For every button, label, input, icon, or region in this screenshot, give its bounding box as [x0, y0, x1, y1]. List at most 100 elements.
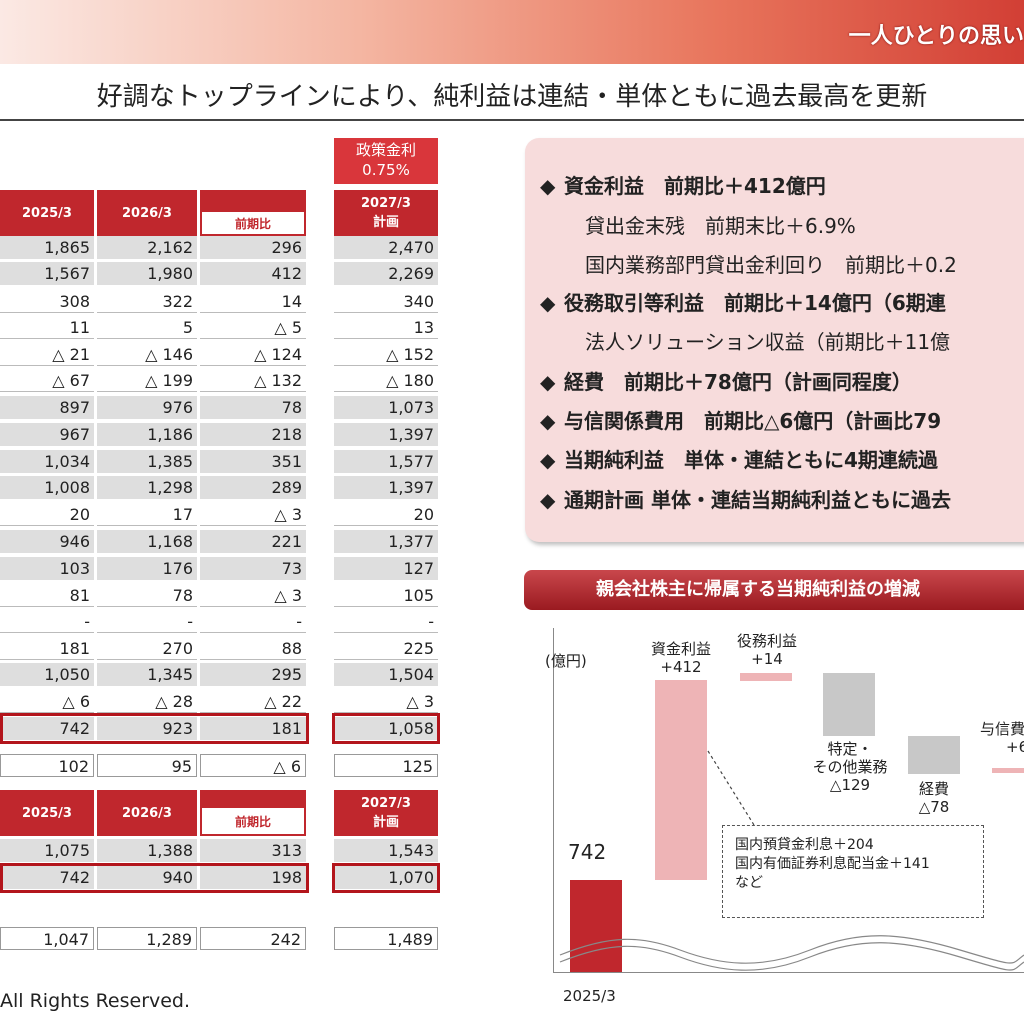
start-value-label: 742 [568, 840, 607, 864]
diamond-icon: ◆ [540, 448, 556, 472]
t1-cell: 103 [0, 557, 94, 580]
t1-cell: 322 [97, 290, 197, 313]
header-band [0, 0, 1024, 64]
t1-cell: △ 199 [97, 369, 197, 392]
fee-income-label: 役務利益 +14 [722, 632, 812, 668]
t1-cell: 88 [200, 637, 306, 660]
bar-other-business [823, 673, 875, 736]
t2-cell: 242 [200, 927, 306, 950]
t1-cell: 1,567 [0, 262, 94, 285]
bar-credit-cost [992, 768, 1024, 773]
t1-header-2026: 2026/3 [97, 190, 197, 236]
fee-income-value: +14 [751, 650, 783, 668]
t1-cell: 295 [200, 663, 306, 686]
t1-cell: 1,050 [0, 663, 94, 686]
t2-cell: 742 [0, 866, 94, 889]
t2-header-plan-year: 2027/3 [361, 796, 411, 811]
waterfall-unit: (億円) [545, 652, 587, 670]
note-line-3: など [735, 875, 763, 891]
t1-cell: - [0, 610, 94, 633]
t1-cell: 78 [97, 584, 197, 607]
note-line-2: 国内有価証券利息配当金＋141 [735, 856, 930, 872]
summary-bullet-fund-income: ◆ 資金利益 前期比＋412億円 [540, 170, 826, 199]
summary-bullet-fees: ◆ 役務取引等利益 前期比＋14億円（6期連 [540, 287, 946, 316]
fund-income-note: 国内預貸金利息＋204 国内有価証券利息配当金＋141 など [722, 825, 984, 918]
t1-cell: 176 [97, 557, 197, 580]
t1-cell: △ 152 [334, 343, 438, 366]
t2-header-plan: 2027/3 計画 [334, 790, 438, 836]
t1-cell: △ 28 [97, 690, 197, 713]
waterfall-title-banner: 親会社株主に帰属する当期純利益の増減 [524, 570, 1024, 610]
t1-cell: 5 [97, 316, 197, 339]
t1-header-yoy-top [200, 190, 306, 210]
t1-cell: 897 [0, 396, 94, 419]
t1-cell: 1,504 [334, 663, 438, 686]
summary-sub-loan-yield: 国内業務部門貸出金利回り 前期比＋0.2 [585, 253, 957, 277]
t1-cell: △ 124 [200, 343, 306, 366]
t1-cell: △ 6 [200, 754, 306, 777]
t2-cell: 1,075 [0, 839, 94, 862]
t1-header-yoy: 前期比 [200, 210, 306, 236]
t2-cell: 1,047 [0, 927, 94, 950]
title-divider [0, 119, 1024, 121]
t1-cell: 1,345 [97, 663, 197, 686]
summary-bullet-credit-cost: ◆ 与信関係費用 前期比△6億円（計画比79 [540, 405, 941, 434]
t1-cell: - [334, 610, 438, 633]
t1-cell: 351 [200, 450, 306, 473]
t1-cell: 2,269 [334, 262, 438, 285]
t1-cell: 1,008 [0, 476, 94, 499]
t1-cell: 127 [334, 557, 438, 580]
summary-sub-loan-balance: 貸出金末残 前期末比＋6.9% [585, 214, 856, 238]
fund-income-name: 資金利益 [650, 640, 711, 658]
t1-cell: △ 3 [200, 503, 306, 526]
t2-cell: 1,289 [97, 927, 197, 950]
t2-cell: 1,489 [334, 927, 438, 950]
t1-cell: 221 [200, 530, 306, 553]
t1-cell: 1,377 [334, 530, 438, 553]
t1-cell: 181 [0, 637, 94, 660]
t1-cell: 1,298 [97, 476, 197, 499]
t1-cell: 289 [200, 476, 306, 499]
other-business-label: 特定・ その他業務 △129 [798, 740, 902, 794]
t1-cell: △ 146 [97, 343, 197, 366]
waterfall-frame-bottom [553, 972, 1024, 973]
t1-header-plan-label: 計画 [372, 215, 399, 230]
t1-cell: 1,397 [334, 476, 438, 499]
t1-cell: - [97, 610, 197, 633]
t1-cell: 81 [0, 584, 94, 607]
t1-cell: 2,470 [334, 236, 438, 259]
t1-cell: 78 [200, 396, 306, 419]
t2-cell: 198 [200, 866, 306, 889]
expenses-name: 経費 [918, 780, 949, 798]
t1-cell: 308 [0, 290, 94, 313]
t2-cell: 313 [200, 839, 306, 862]
waterfall-overlay [559, 750, 1024, 971]
expenses-label: 経費 △78 [898, 780, 970, 816]
t1-cell: 923 [97, 717, 197, 740]
t2-cell: 1,543 [334, 839, 438, 862]
other-business-name-1: 特定・ [827, 740, 873, 758]
t1-cell: 17 [97, 503, 197, 526]
note-line-1: 国内預貸金利息＋204 [735, 837, 874, 853]
t1-cell: 1,980 [97, 262, 197, 285]
t1-cell: 11 [0, 316, 94, 339]
summary-bullet-expenses: ◆ 経費 前期比＋78億円（計画同程度） [540, 366, 912, 395]
t1-cell: △ 6 [0, 690, 94, 713]
summary-panel [525, 138, 1024, 542]
summary-bullet-text: 当期純利益 単体・連結ともに4期連続過 [564, 448, 938, 472]
diamond-icon: ◆ [540, 488, 556, 512]
fund-income-value: +412 [660, 658, 702, 676]
summary-bullet-net-income: ◆ 当期純利益 単体・連結ともに4期連続過 [540, 444, 938, 473]
t2-header-2026: 2026/3 [97, 790, 197, 836]
t1-cell: △ 132 [200, 369, 306, 392]
fee-income-name: 役務利益 [736, 632, 797, 650]
summary-bullet-text: 役務取引等利益 前期比＋14億円（6期連 [564, 291, 946, 315]
credit-cost-name: 与信費 [980, 720, 1024, 738]
policy-rate-value: 0.75% [362, 161, 410, 179]
t2-cell: 940 [97, 866, 197, 889]
fund-income-label: 資金利益 +412 [636, 640, 726, 676]
axis-break-line-2 [559, 942, 1024, 971]
t1-cell: 1,397 [334, 423, 438, 446]
diamond-icon: ◆ [540, 409, 556, 433]
policy-rate-label: 政策金利 [355, 141, 416, 159]
